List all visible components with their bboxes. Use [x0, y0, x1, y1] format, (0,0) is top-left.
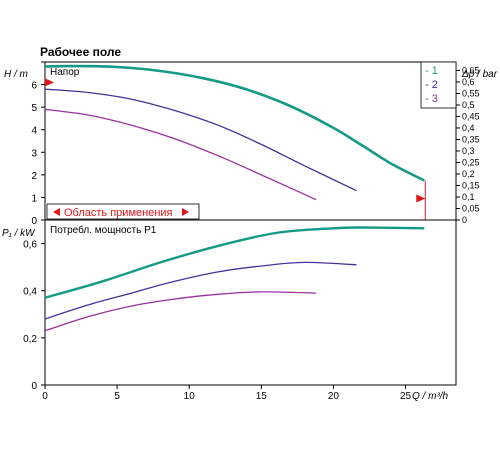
power-curve-2 [44, 261, 357, 320]
power-panel-frame [44, 219, 457, 386]
legend-box [420, 61, 457, 109]
head-panel: Напор H / m Δp / bar 0 1 2 3 4 5 6 0 0,050,1 0,1… [4, 61, 498, 227]
head-y2-tick-label: 0,05 [462, 203, 480, 213]
head-y2-axis-label: Δp / bar [461, 69, 498, 80]
head-y2-tick-label: 0 [462, 215, 467, 225]
power-curve-3 [44, 291, 317, 332]
legend-item-3: - 3 [425, 93, 438, 105]
head-y2-tick-label: 0,5 [462, 100, 475, 110]
head-curves [44, 64, 425, 201]
head-y2-tick-label: 0,1 [462, 192, 475, 202]
head-y-axis-label: H / m [4, 69, 28, 80]
head-y2-tick-label: 0,35 [462, 134, 480, 144]
head-y-tick-label: 3 [31, 148, 37, 159]
head-y2-tick-label: 0,6 [462, 77, 475, 87]
head-panel-frame [44, 61, 457, 221]
head-y2-tick-label: 0,55 [462, 88, 480, 98]
head-curve-3 [44, 108, 317, 201]
head-y2-tick-label: 0,2 [462, 169, 475, 179]
head-y2-tick-label: 0,15 [462, 180, 480, 190]
x-axis-label: Q / m³/h [412, 391, 449, 402]
head-y-tick-label: 1 [31, 193, 37, 204]
head-curve-1 [44, 64, 425, 182]
head-panel-title: Напор [50, 67, 80, 78]
head-y-tick-label: 4 [31, 126, 37, 137]
power-y-tick-label: 0,4 [23, 287, 37, 298]
application-range: Область применения [45, 78, 426, 220]
head-y-tick-label: 0 [31, 216, 37, 227]
application-range-box [46, 203, 200, 220]
x-tick-label: 10 [184, 391, 196, 402]
range-marker-left [45, 78, 54, 87]
head-y2-ticks: 0 0,050,1 0,150,2 0,250,3 0,350,4 0,450,5 0,55… [456, 65, 480, 225]
x-ticks: 0 5 10 15 20 25 [42, 385, 412, 402]
application-range-label: Область применения [64, 207, 173, 219]
power-y-tick-label: 0,6 [23, 240, 37, 251]
head-y-tick-label: 6 [31, 81, 37, 92]
power-curve-1 [44, 226, 425, 299]
power-panel-title: Потребл. мощность P1 [50, 224, 157, 236]
head-y-tick-label: 5 [31, 103, 37, 114]
head-y2-tick-label: 0,4 [462, 123, 475, 133]
legend-item-1: - 1 [425, 65, 438, 77]
power-y-axis-label: P₁ / kW [2, 228, 36, 239]
x-tick-label: 20 [328, 391, 340, 402]
legend-item-2: - 2 [425, 79, 438, 91]
power-y-tick-label: 0 [31, 381, 37, 392]
range-marker-right [416, 194, 426, 203]
range-arrow-left [53, 208, 60, 216]
range-arrow-right [182, 208, 189, 216]
head-y2-tick-label: 0,45 [462, 111, 480, 121]
head-y2-tick-label: 0,25 [462, 157, 480, 167]
power-y-ticks: 0 0,2 0,4 0,6 [23, 240, 45, 392]
power-panel: Потребл. мощность P1 P₁ / kW Q / m³/h 00… [2, 219, 457, 402]
x-tick-label: 15 [256, 391, 268, 402]
chart-title: Рабочее поле [40, 45, 121, 59]
power-y-tick-label: 0,2 [23, 334, 37, 345]
head-y2-tick-label: 0,3 [462, 146, 475, 156]
x-tick-label: 0 [42, 391, 48, 402]
x-tick-label: 25 [400, 391, 412, 402]
head-y2-tick-label: 0,65 [462, 65, 480, 75]
head-y-ticks: 0 1 2 3 4 5 6 [31, 61, 45, 227]
legend: - 1 - 2 - 3 [420, 61, 457, 109]
head-y-tick-label: 2 [31, 171, 37, 182]
power-curves [44, 226, 425, 332]
head-curve-2 [44, 88, 357, 192]
x-tick-label: 5 [114, 391, 120, 402]
